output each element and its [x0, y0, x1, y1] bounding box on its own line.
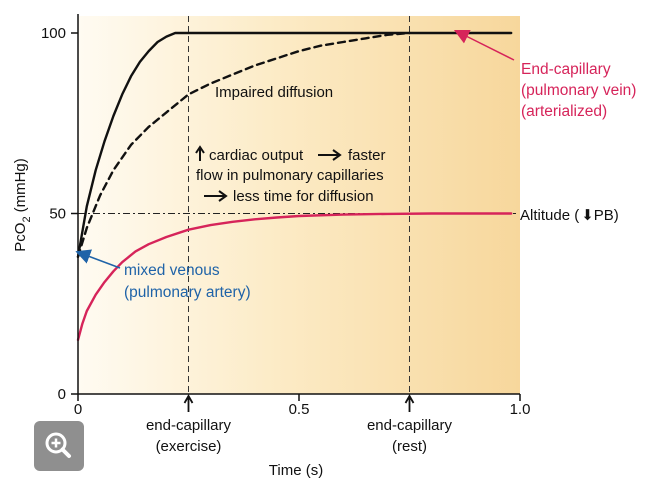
x-tick-label: 0.5 — [289, 401, 310, 418]
end-capillary-arrow — [453, 29, 515, 61]
cardiac-note-line3: less time for diffusion — [233, 188, 374, 205]
end-capillary-line2: (pulmonary vein) — [521, 82, 636, 99]
down-arrow-icon: ⬇ — [581, 207, 594, 224]
series-line-1 — [76, 31, 513, 258]
x-axis-label: Time (s) — [269, 462, 323, 479]
y-tick-label: 0 — [58, 386, 66, 403]
x-marker-label-line1: end-capillary — [146, 417, 232, 434]
impaired-diffusion-label: Impaired diffusion — [215, 84, 333, 101]
mixed-venous-line2: (pulmonary artery) — [124, 284, 251, 301]
series-line-2 — [76, 31, 411, 258]
y-tick-label: 50 — [49, 206, 66, 223]
right-arrow-icon — [204, 190, 228, 202]
right-arrow-icon — [318, 149, 342, 161]
plot-background — [78, 16, 520, 394]
altitude-label-suffix: PB) — [594, 207, 619, 224]
zoom-in-icon — [45, 432, 71, 458]
cardiac-note-line1b: faster — [348, 147, 386, 164]
end-capillary-line1: End-capillary — [521, 61, 611, 78]
cardiac-note-line2: flow in pulmonary capillaries — [196, 167, 384, 184]
svg-text:Altitude (⬇PB): Altitude (⬇PB) — [520, 207, 619, 224]
x-marker-label-line2: (exercise) — [156, 438, 222, 455]
y-tick-label: 100 — [41, 25, 66, 42]
up-arrow-icon — [404, 394, 415, 412]
x-tick-label: 0 — [74, 401, 82, 418]
end-capillary-line3: (arterialized) — [521, 103, 607, 120]
end-capillary-label: End-capillary (pulmonary vein) (arterial… — [453, 29, 636, 120]
cardiac-note-line1: cardiac output — [209, 147, 304, 164]
mixed-venous-label: mixed venous (pulmonary artery) — [75, 249, 251, 301]
x-marker-label-line1: end-capillary — [367, 417, 453, 434]
x-marker-label-line2: (rest) — [392, 438, 427, 455]
zoom-button[interactable] — [34, 421, 84, 471]
marker-layer: end-capillary (exercise) end-capillary (res… — [146, 394, 453, 455]
series-line-3 — [76, 212, 513, 342]
up-arrow-icon — [195, 145, 205, 161]
ticks-layer: 0 50 100 0 0.5 1.0 — [41, 25, 530, 418]
altitude-label: Altitude (⬇PB) — [520, 207, 619, 224]
mixed-venous-line1: mixed venous — [124, 262, 220, 279]
up-arrow-icon — [183, 394, 194, 412]
y-axis-label: PcO2(mmHg) — [12, 158, 33, 251]
x-tick-label: 1.0 — [510, 401, 531, 418]
series-layer — [76, 31, 513, 342]
altitude-label-prefix: Altitude ( — [520, 207, 579, 224]
cardiac-output-note: cardiac output faster flow in pulmonary … — [195, 145, 386, 205]
mixed-venous-arrow — [75, 249, 121, 269]
